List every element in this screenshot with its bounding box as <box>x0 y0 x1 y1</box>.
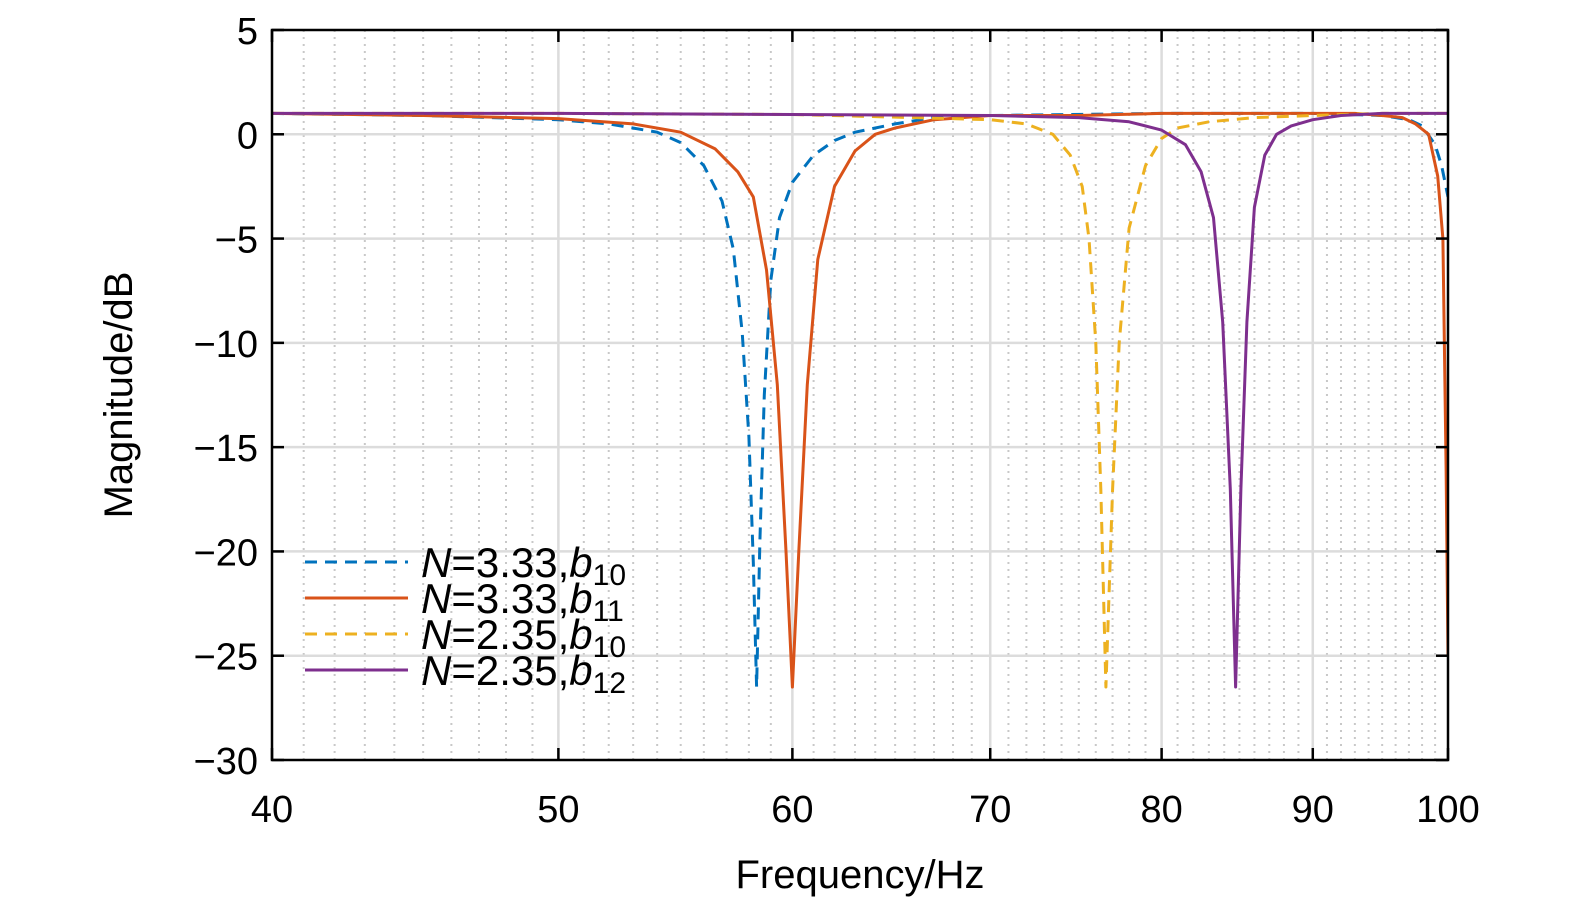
x-axis-label: Frequency/Hz <box>736 853 985 897</box>
x-tick-label: 90 <box>1292 789 1334 831</box>
plot-frame <box>270 28 1450 762</box>
x-tick-label: 80 <box>1140 789 1182 831</box>
y-tick-label: 5 <box>237 11 258 53</box>
x-tick-label: 40 <box>251 789 293 831</box>
legend-label-2: N=3.33,b11 <box>421 575 624 628</box>
x-tick-label: 70 <box>969 789 1011 831</box>
y-tick-label: −25 <box>194 637 258 679</box>
y-tick-label: −30 <box>194 741 258 783</box>
legend-label-3: N=2.35,b10 <box>421 611 626 664</box>
series-line-2 <box>272 111 1448 689</box>
series-lines <box>272 111 1448 689</box>
y-tick-label: −10 <box>194 324 258 366</box>
y-tick-label: −20 <box>194 532 258 574</box>
series-line-3 <box>272 111 1448 689</box>
series-line-4 <box>272 111 1448 689</box>
y-tick-label: −5 <box>215 220 258 262</box>
legend-label-1: N=3.33,b10 <box>421 539 626 592</box>
y-tick-label: 0 <box>237 115 258 157</box>
series-line-1 <box>272 111 1448 689</box>
y-axis-label: Magnitude/dB <box>97 272 141 519</box>
x-tick-label: 50 <box>537 789 579 831</box>
y-tick-label: −15 <box>194 428 258 470</box>
x-tick-label: 60 <box>771 789 813 831</box>
grid <box>272 30 1448 760</box>
legend-label-4: N=2.35,b12 <box>421 647 626 700</box>
x-tick-label: 100 <box>1416 789 1479 831</box>
